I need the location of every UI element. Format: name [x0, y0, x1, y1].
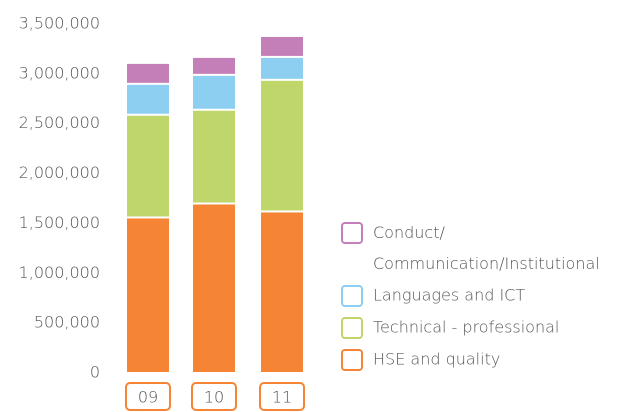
- bar-segment: [193, 57, 235, 74]
- bar-segment: [127, 63, 169, 83]
- bar-segment: [193, 110, 235, 203]
- legend-label: Languages and ICT: [373, 286, 525, 305]
- y-tick-label: 2,500,000: [19, 113, 100, 132]
- bar-segment: [261, 36, 303, 56]
- legend-label: Technical - professional: [373, 318, 559, 337]
- y-tick-label: 500,000: [34, 313, 100, 332]
- legend-swatch: [341, 317, 363, 339]
- category-box: [191, 382, 237, 411]
- y-tick-label: 3,500,000: [19, 14, 100, 33]
- category-box: [259, 382, 305, 411]
- x-tick-label: 11: [272, 388, 292, 407]
- y-tick-label: 1,000,000: [19, 263, 100, 282]
- x-tick-label: 09: [138, 388, 158, 407]
- legend-swatch: [341, 285, 363, 307]
- y-tick-label: 1,500,000: [19, 213, 100, 232]
- y-tick-label: 3,000,000: [19, 63, 100, 82]
- legend-swatch: [341, 349, 363, 371]
- bar-segment: [193, 75, 235, 109]
- category-box: [125, 382, 171, 411]
- legend-label: HSE and quality: [373, 350, 500, 369]
- legend-label: Conduct/Communication/Institutional: [373, 223, 600, 273]
- bar-segment: [193, 204, 235, 372]
- bar-segment: [261, 80, 303, 211]
- y-tick-label: 0: [90, 363, 100, 382]
- bar-segment: [127, 218, 169, 372]
- y-tick-label: 2,000,000: [19, 163, 100, 182]
- bar-segment: [127, 84, 169, 114]
- bar-segment: [127, 115, 169, 217]
- bar-segment: [261, 212, 303, 372]
- bar-segment: [261, 57, 303, 79]
- legend-swatch: [341, 222, 363, 244]
- x-tick-label: 10: [204, 388, 224, 407]
